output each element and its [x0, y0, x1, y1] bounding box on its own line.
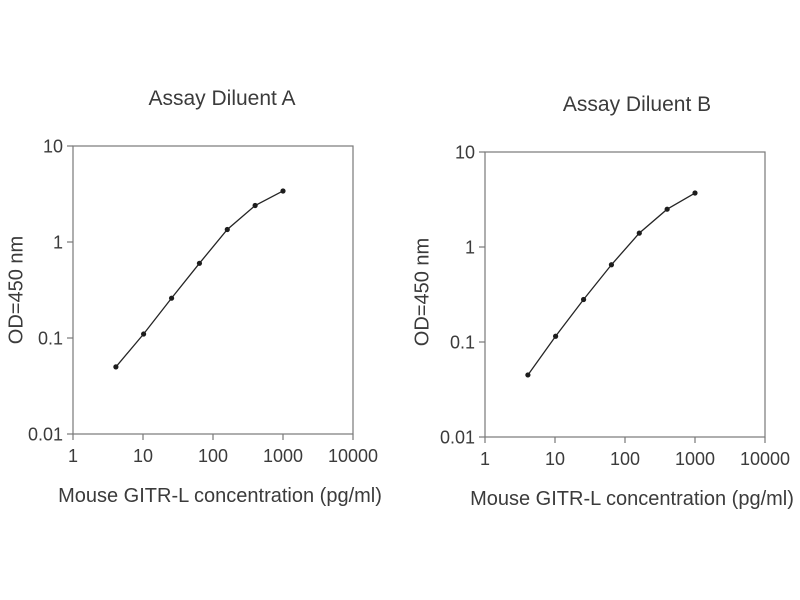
- x-tick-label: 1: [68, 446, 78, 466]
- data-point-marker: [608, 262, 615, 268]
- y-tick-label: 10: [455, 142, 475, 162]
- data-point-marker: [224, 226, 230, 233]
- y-axis-title-right: OD=450 nm: [411, 237, 434, 347]
- chart-title-left: Assay Diluent A: [148, 87, 296, 110]
- data-point-marker: [636, 230, 642, 236]
- axis-frame: [72, 145, 354, 435]
- y-axis-title-left: OD=450 nm: [5, 235, 28, 345]
- y-tick-label: 0.01: [28, 424, 63, 444]
- data-point-marker: [113, 364, 119, 370]
- x-tick-label: 1: [480, 449, 490, 469]
- data-point-marker: [692, 190, 698, 196]
- data-point-marker: [280, 188, 286, 194]
- data-point-marker: [168, 295, 175, 301]
- data-point-marker: [553, 333, 559, 339]
- x-axis-title-right: Mouse GITR-L concentration (pg/ml): [470, 488, 794, 510]
- y-tick-label: 0.01: [440, 427, 475, 447]
- x-tick-label: 1000: [263, 446, 303, 466]
- x-tick-label: 100: [198, 446, 228, 466]
- x-tick-label: 10000: [740, 449, 790, 469]
- data-point-marker: [252, 202, 258, 209]
- x-tick-label: 10000: [328, 446, 378, 466]
- axis-frame: [484, 151, 766, 438]
- y-tick-label: 1: [53, 232, 63, 252]
- y-tick-label: 10: [43, 136, 63, 156]
- standard-curve-line: [527, 192, 696, 376]
- x-tick-label: 100: [610, 449, 640, 469]
- x-axis-title-left: Mouse GITR-L concentration (pg/ml): [58, 485, 382, 507]
- x-tick-label: 10: [133, 446, 153, 466]
- data-point-marker: [525, 372, 531, 378]
- data-point-marker: [141, 331, 147, 337]
- x-tick-label: 10: [545, 449, 565, 469]
- y-tick-label: 0.1: [450, 332, 475, 352]
- y-tick-label: 1: [465, 237, 475, 257]
- data-point-marker: [664, 206, 670, 212]
- chart-panel-a: 1 10 100 1000 10000 0.01 0.1 1 10: [28, 136, 378, 466]
- y-tick-label: 0.1: [38, 328, 63, 348]
- standard-curve-line: [115, 190, 284, 368]
- chart-title-right: Assay Diluent B: [562, 93, 712, 116]
- data-point-marker: [196, 260, 203, 266]
- x-tick-label: 1000: [675, 449, 715, 469]
- chart-panel-b: 1 10 100 1000 10000 0.01 0.1 1 10: [440, 142, 790, 469]
- data-point-marker: [580, 296, 587, 303]
